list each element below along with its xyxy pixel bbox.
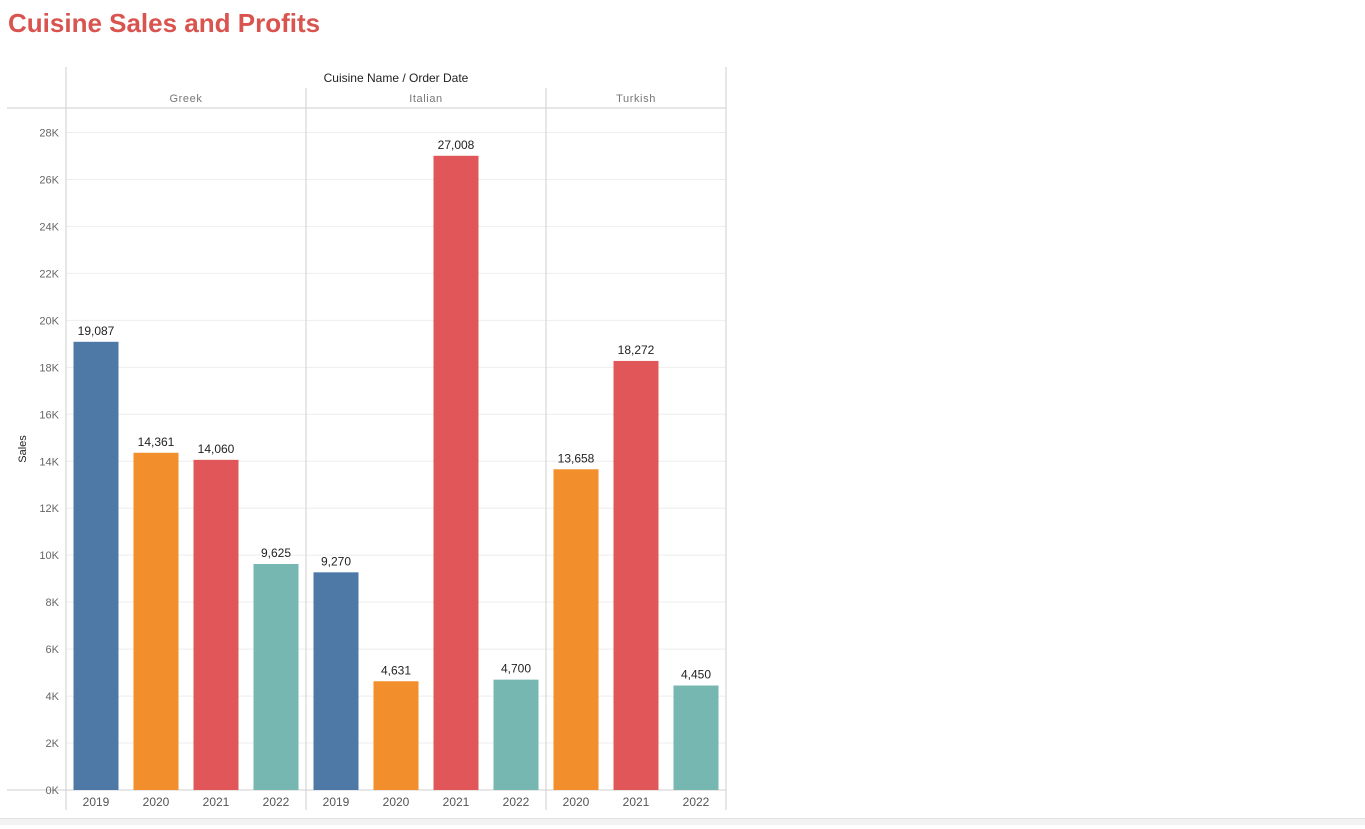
bars bbox=[73, 155, 719, 790]
x-tick-label: 2022 bbox=[683, 795, 710, 809]
bar-turkish-2021 bbox=[613, 360, 659, 790]
page-title: Cuisine Sales and Profits bbox=[8, 8, 321, 38]
y-tick-label: 18K bbox=[39, 362, 59, 374]
data-label: 27,008 bbox=[438, 138, 475, 152]
x-tick-label: 2022 bbox=[263, 795, 290, 809]
bar-italian-2021 bbox=[433, 155, 479, 790]
data-label: 4,700 bbox=[501, 662, 531, 676]
bar-greek-2022 bbox=[253, 563, 299, 790]
y-axis-label: Sales bbox=[17, 435, 29, 463]
bottom-scrollbar-area bbox=[0, 818, 1365, 825]
data-label: 19,087 bbox=[78, 324, 115, 338]
bar-greek-2020 bbox=[133, 452, 179, 790]
bar-greek-2019 bbox=[73, 341, 119, 790]
group-header-greek: Greek bbox=[170, 93, 203, 105]
column-header: Cuisine Name / Order Date bbox=[324, 71, 469, 85]
x-axis-ticks: 2019 2020 2021 2022 2019 2020 2021 2022 2020 2021… bbox=[83, 795, 710, 809]
group-header-italian: Italian bbox=[409, 93, 443, 105]
y-tick-label: 16K bbox=[39, 409, 59, 421]
y-tick-label: 10K bbox=[39, 550, 59, 562]
x-tick-label: 2021 bbox=[623, 795, 650, 809]
data-label: 4,631 bbox=[381, 663, 411, 677]
y-tick-label: 8K bbox=[46, 597, 60, 609]
y-tick-label: 14K bbox=[39, 456, 59, 468]
y-tick-label: 6K bbox=[46, 644, 60, 656]
data-label: 14,060 bbox=[198, 442, 235, 456]
y-tick-label: 20K bbox=[39, 315, 59, 327]
group-header-turkish: Turkish bbox=[616, 93, 656, 105]
data-label: 9,270 bbox=[321, 554, 351, 568]
x-tick-label: 2022 bbox=[503, 795, 530, 809]
data-label: 14,361 bbox=[138, 435, 175, 449]
x-tick-label: 2020 bbox=[143, 795, 170, 809]
y-tick-label: 28K bbox=[39, 128, 59, 140]
y-axis-ticks: 0K 2K 4K 6K 8K 10K 12K 14K 16K 18K 20K 22K 24K 26K 28K bbox=[39, 128, 59, 798]
y-tick-label: 0K bbox=[46, 785, 60, 797]
bar-italian-2019 bbox=[313, 572, 359, 790]
x-tick-label: 2019 bbox=[83, 795, 110, 809]
group-headers: Greek Italian Turkish bbox=[170, 93, 656, 105]
y-tick-label: 26K bbox=[39, 174, 59, 186]
y-tick-label: 22K bbox=[39, 268, 59, 280]
x-tick-label: 2020 bbox=[383, 795, 410, 809]
x-tick-label: 2021 bbox=[203, 795, 230, 809]
x-tick-label: 2021 bbox=[443, 795, 470, 809]
x-tick-label: 2019 bbox=[323, 795, 350, 809]
chart-frame bbox=[7, 67, 727, 810]
data-label: 4,450 bbox=[681, 668, 711, 682]
data-label: 18,272 bbox=[618, 343, 655, 357]
y-tick-label: 2K bbox=[46, 738, 60, 750]
data-label: 13,658 bbox=[558, 451, 595, 465]
y-tick-label: 12K bbox=[39, 503, 59, 515]
data-label: 9,625 bbox=[261, 546, 291, 560]
bar-greek-2021 bbox=[193, 459, 239, 790]
y-tick-label: 4K bbox=[46, 691, 60, 703]
data-labels: 19,087 14,361 14,060 9,625 9,270 4,631 27,008 4… bbox=[78, 138, 712, 682]
bar-turkish-2020 bbox=[553, 469, 599, 790]
bar-italian-2022 bbox=[493, 679, 539, 790]
x-tick-label: 2020 bbox=[563, 795, 590, 809]
bar-italian-2020 bbox=[373, 681, 419, 790]
bar-turkish-2022 bbox=[673, 685, 719, 790]
y-tick-label: 24K bbox=[39, 221, 59, 233]
